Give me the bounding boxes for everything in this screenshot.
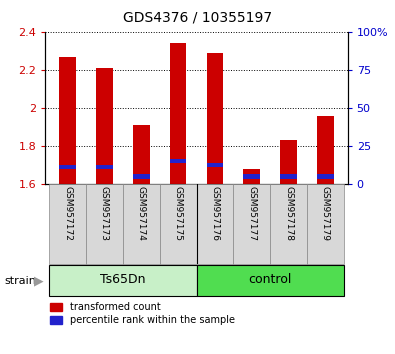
- Bar: [133, 175, 150, 178]
- Bar: [280, 175, 297, 178]
- Bar: [170, 159, 186, 163]
- Bar: [96, 68, 113, 184]
- Text: GSM957177: GSM957177: [247, 187, 256, 241]
- Bar: [207, 53, 223, 184]
- Bar: [170, 43, 186, 184]
- Bar: [243, 175, 260, 178]
- Bar: [133, 125, 150, 184]
- FancyBboxPatch shape: [86, 184, 123, 264]
- Bar: [317, 115, 334, 184]
- FancyBboxPatch shape: [197, 266, 344, 296]
- FancyBboxPatch shape: [49, 266, 197, 296]
- Text: GDS4376 / 10355197: GDS4376 / 10355197: [123, 11, 272, 25]
- FancyBboxPatch shape: [270, 184, 307, 264]
- Bar: [317, 175, 334, 178]
- Legend: transformed count, percentile rank within the sample: transformed count, percentile rank withi…: [50, 302, 235, 325]
- Text: ▶: ▶: [34, 274, 43, 287]
- Text: GSM957178: GSM957178: [284, 187, 293, 241]
- Bar: [59, 165, 76, 169]
- FancyBboxPatch shape: [123, 184, 160, 264]
- FancyBboxPatch shape: [160, 184, 197, 264]
- FancyBboxPatch shape: [197, 184, 233, 264]
- Text: strain: strain: [4, 275, 36, 286]
- Text: GSM957172: GSM957172: [63, 187, 72, 241]
- Bar: [59, 57, 76, 184]
- FancyBboxPatch shape: [49, 184, 86, 264]
- Text: GSM957175: GSM957175: [173, 187, 182, 241]
- Bar: [243, 169, 260, 184]
- Text: GSM957179: GSM957179: [321, 187, 330, 241]
- Text: control: control: [248, 273, 292, 286]
- FancyBboxPatch shape: [307, 184, 344, 264]
- Bar: [280, 140, 297, 184]
- Text: GSM957176: GSM957176: [211, 187, 220, 241]
- Text: Ts65Dn: Ts65Dn: [100, 273, 146, 286]
- Text: GSM957173: GSM957173: [100, 187, 109, 241]
- Bar: [96, 165, 113, 169]
- Text: GSM957174: GSM957174: [137, 187, 146, 241]
- Bar: [207, 163, 223, 167]
- FancyBboxPatch shape: [233, 184, 270, 264]
